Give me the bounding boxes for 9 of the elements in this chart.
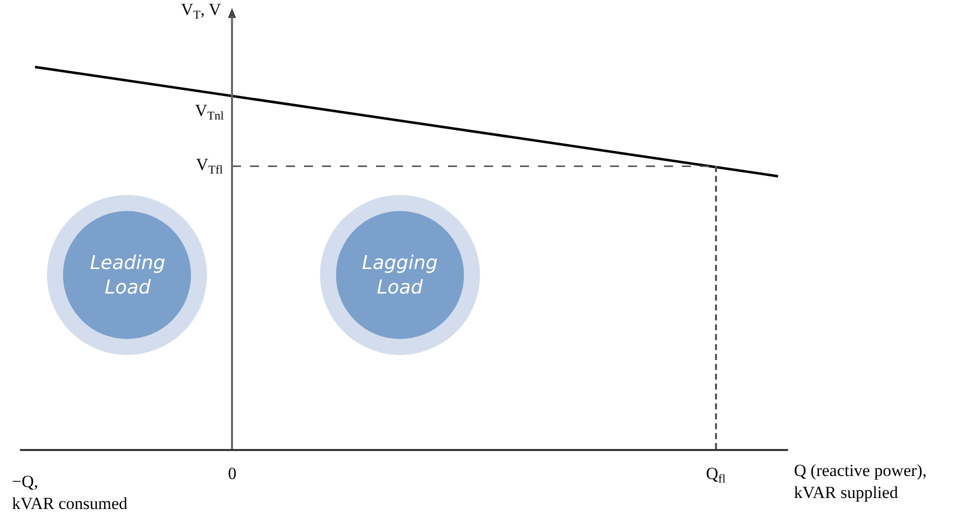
ref-line-label: V$_{Tfl}$ (196, 155, 224, 177)
annotation: Leading Load (90, 252, 166, 299)
annotation: V$_{Tnl}$ (195, 101, 224, 123)
annotation: Lagging Load (362, 252, 438, 299)
y-axis-title: V$_{T}$, V (181, 0, 222, 22)
x-axis-title: Q (reactive power), kVAR supplied (794, 461, 927, 502)
text: 0 (228, 464, 236, 483)
text: Q$_{fl}$ (706, 464, 726, 486)
text: −Q, kVAR consumed (12, 472, 128, 514)
